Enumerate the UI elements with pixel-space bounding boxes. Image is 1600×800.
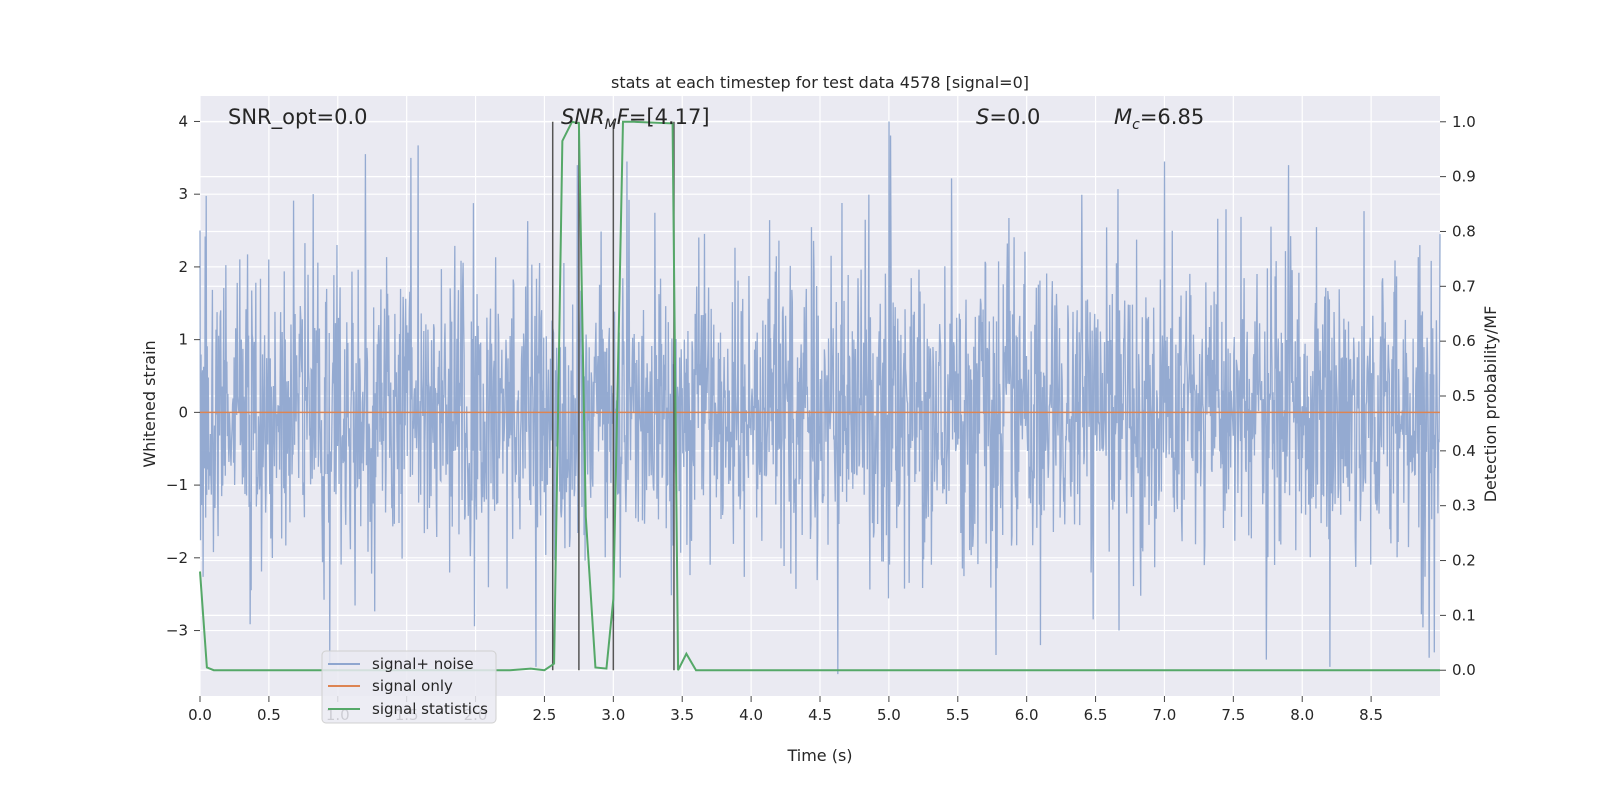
x-tick-label: 4.5 xyxy=(808,706,832,724)
series-signal-plus-noise xyxy=(199,121,1441,675)
y-left-tick-label: 4 xyxy=(178,112,188,130)
y-right-axis-ticks: 1.0 0.9 0.8 0.7 0.6 0.5 0.4 0.3 0.2 0.1 0.0 xyxy=(1440,113,1476,679)
y-right-tick-label: 0.3 xyxy=(1452,497,1476,515)
y-right-tick-label: 1.0 xyxy=(1452,113,1476,131)
annotation-snr-opt: SNR_opt=0.0 xyxy=(228,105,368,130)
x-tick-label: 3.5 xyxy=(670,706,694,724)
legend-label-signal-plus-noise: signal+ noise xyxy=(372,655,474,673)
x-tick-label: 4.0 xyxy=(739,706,763,724)
y-left-tick-label: 2 xyxy=(178,258,188,276)
chart-title: stats at each timestep for test data 457… xyxy=(611,73,1029,92)
x-tick-label: 8.0 xyxy=(1290,706,1314,724)
annotation-snr-mf: SNRMF=[4.17] xyxy=(561,105,710,133)
y-right-tick-label: 0.9 xyxy=(1452,168,1476,186)
y-left-tick-label: −1 xyxy=(166,476,188,494)
annotation-s: S=0.0 xyxy=(976,105,1040,129)
y-left-tick-label: 1 xyxy=(178,331,188,349)
y-right-tick-label: 0.1 xyxy=(1452,606,1476,624)
y-right-tick-label: 0.5 xyxy=(1452,387,1476,405)
legend-label-signal-only: signal only xyxy=(372,677,453,695)
legend-box xyxy=(321,650,497,724)
x-tick-label: 7.0 xyxy=(1153,706,1177,724)
x-tick-label: 6.5 xyxy=(1084,706,1108,724)
y-right-axis-label: Detection probability/MF xyxy=(1481,306,1500,503)
y-left-axis-label: Whitened strain xyxy=(140,340,159,467)
y-right-tick-label: 0.2 xyxy=(1452,552,1476,570)
x-tick-label: 6.0 xyxy=(1015,706,1039,724)
legend-label-signal-statistics: signal statistics xyxy=(372,700,488,718)
y-left-tick-label: −3 xyxy=(166,622,188,640)
y-right-tick-label: 0.7 xyxy=(1452,277,1476,295)
x-tick-label: 8.5 xyxy=(1359,706,1383,724)
x-tick-label: 5.0 xyxy=(877,706,901,724)
y-right-tick-label: 0.0 xyxy=(1452,661,1476,679)
series-signal-statistics-line xyxy=(199,120,1440,672)
x-tick-label: 2.5 xyxy=(533,706,557,724)
x-tick-label: 0.5 xyxy=(257,706,281,724)
y-left-tick-label: −2 xyxy=(166,549,188,567)
x-tick-label: 0.0 xyxy=(188,706,212,724)
x-tick-label: 3.0 xyxy=(601,706,625,724)
signal-plus-noise-trace xyxy=(199,121,1441,675)
y-right-tick-label: 0.4 xyxy=(1452,442,1476,460)
y-left-tick-label: 3 xyxy=(178,185,188,203)
y-left-tick-label: 0 xyxy=(178,403,188,421)
y-right-tick-label: 0.6 xyxy=(1452,332,1476,350)
x-axis-label: Time (s) xyxy=(786,746,852,765)
x-tick-label: 5.5 xyxy=(946,706,970,724)
annotation-mc: Mc=6.85 xyxy=(1114,105,1204,133)
y-left-axis-ticks: 4 3 2 1 0 −1 −2 −3 xyxy=(166,112,200,640)
x-tick-label: 7.5 xyxy=(1221,706,1245,724)
y-right-tick-label: 0.8 xyxy=(1452,222,1476,240)
legend: signal+ noise signal only signal statist… xyxy=(321,650,497,724)
